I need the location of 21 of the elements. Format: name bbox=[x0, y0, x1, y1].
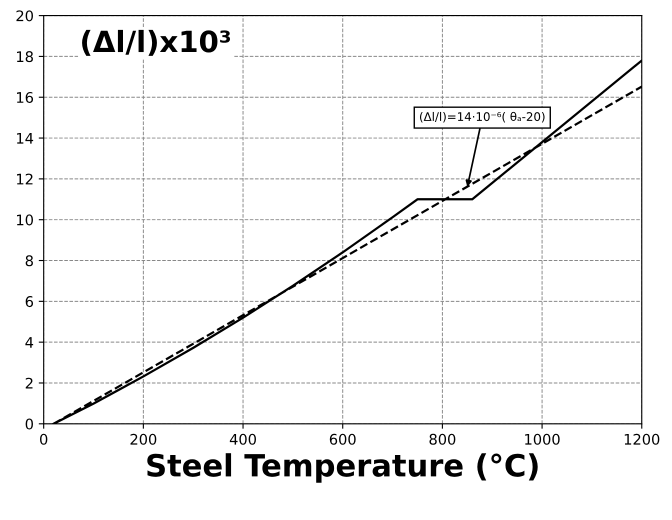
x-tick-label: 200 bbox=[130, 434, 156, 445]
y-tick-label: 0 bbox=[26, 418, 33, 430]
y-tick-label: 4 bbox=[25, 337, 34, 348]
y-tick-label: 8 bbox=[26, 255, 33, 266]
y-axis-title: (Δl/l)x10³ bbox=[82, 30, 230, 56]
y-tick-label: 14 bbox=[17, 132, 34, 144]
x-tick-label: 0 bbox=[40, 434, 48, 445]
y-tick-label: 18 bbox=[17, 51, 33, 62]
y-tick-label: 20 bbox=[16, 10, 33, 22]
x-tick-label: 1200 bbox=[624, 434, 660, 445]
y-tick-label: 10 bbox=[17, 214, 33, 226]
x-tick-label: 600 bbox=[330, 434, 356, 445]
y-tick-label: 2 bbox=[26, 378, 32, 389]
y-tick-label: 6 bbox=[26, 296, 34, 308]
x-axis-title: Steel Temperature (°C) bbox=[147, 453, 538, 483]
x-tick-label: 1000 bbox=[525, 434, 560, 445]
x-tick-label: 400 bbox=[230, 434, 256, 445]
y-tick-label: 16 bbox=[17, 92, 34, 103]
annotation: (Δl/l)=14·10⁻⁶( θₐ-20) bbox=[420, 112, 545, 122]
y-tick-label: 12 bbox=[17, 174, 32, 184]
x-tick-label: 800 bbox=[429, 434, 456, 445]
